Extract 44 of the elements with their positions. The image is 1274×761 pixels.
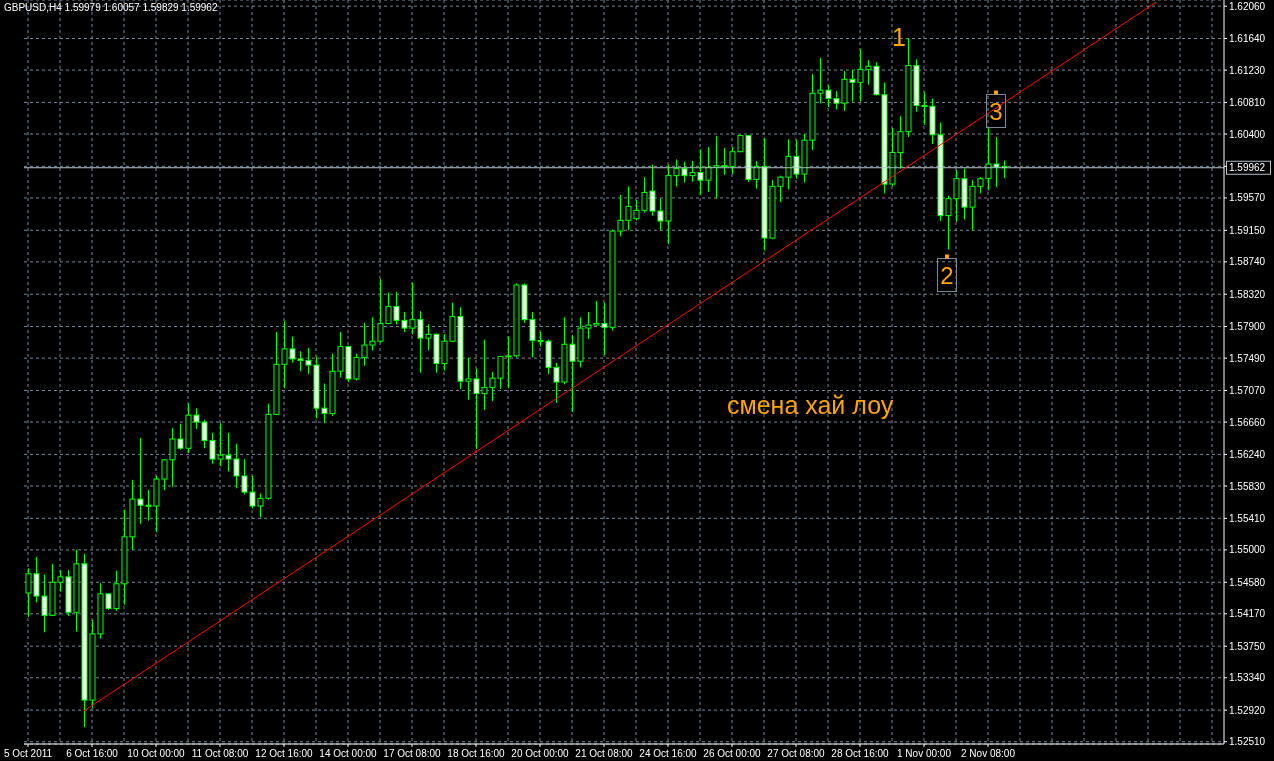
y-tick-label: 1.54580: [1229, 576, 1266, 588]
annotation: 1: [892, 23, 906, 51]
y-tick-label: 1.57070: [1229, 385, 1266, 397]
x-tick-label: 17 Oct 08:00: [383, 748, 442, 759]
annotation: смена хай лоу: [727, 391, 894, 419]
y-tick-label: 1.52510: [1229, 736, 1266, 748]
x-tick-label: 20 Oct 00:00: [511, 748, 570, 759]
y-tick-label: 1.55000: [1229, 544, 1266, 556]
x-tick-label: 28 Oct 16:00: [831, 748, 890, 759]
x-tick-label: 6 Oct 16:00: [66, 748, 119, 759]
y-tick-label: 1.53340: [1229, 672, 1266, 684]
y-tick-label: 1.52920: [1229, 704, 1266, 716]
x-tick-label: 12 Oct 16:00: [255, 748, 314, 759]
y-tick-label: 1.55410: [1229, 512, 1266, 524]
y-tick-label: 1.56240: [1229, 448, 1266, 460]
y-tick-label: 1.57490: [1229, 352, 1266, 364]
y-tick-label: 1.60810: [1229, 96, 1266, 108]
x-tick-label: 21 Oct 08:00: [575, 748, 634, 759]
y-tick-label: 1.55830: [1229, 480, 1266, 492]
y-tick-label: 1.54170: [1229, 608, 1266, 620]
y-tick-label: 1.53750: [1229, 640, 1266, 652]
x-tick-label: 5 Oct 2011: [3, 748, 53, 759]
y-tick-label: 1.60400: [1229, 128, 1266, 140]
y-tick-label: 1.57900: [1229, 321, 1266, 333]
y-tick-label: 1.59570: [1229, 192, 1266, 204]
x-tick-label: 24 Oct 16:00: [639, 748, 698, 759]
ref-line-label: 1.59962: [1229, 162, 1266, 174]
x-tick-label: 2 Nov 08:00: [961, 748, 1016, 759]
x-tick-label: 27 Oct 08:00: [767, 748, 826, 759]
x-tick-label: 1 Nov 00:00: [897, 748, 952, 759]
y-tick-label: 1.58740: [1229, 256, 1266, 268]
x-tick-label: 11 Oct 08:00: [191, 748, 249, 759]
x-tick-label: 18 Oct 16:00: [447, 748, 506, 759]
chart-title: GBPUSD,H4 1.59979 1.60057 1.59829 1.59962: [4, 2, 218, 13]
y-tick-label: 1.58320: [1229, 288, 1266, 300]
x-tick-label: 26 Oct 00:00: [703, 748, 762, 759]
y-tick-label: 1.61640: [1229, 33, 1266, 45]
y-tick-label: 1.59150: [1229, 224, 1266, 236]
y-tick-label: 1.61230: [1229, 64, 1266, 76]
x-tick-label: 14 Oct 00:00: [319, 748, 378, 759]
y-tick-label: 1.56660: [1229, 416, 1266, 428]
x-tick-label: 10 Oct 00:00: [127, 748, 186, 759]
annotation: 2: [940, 262, 954, 289]
y-tick-label: 1.62060: [1229, 0, 1266, 12]
